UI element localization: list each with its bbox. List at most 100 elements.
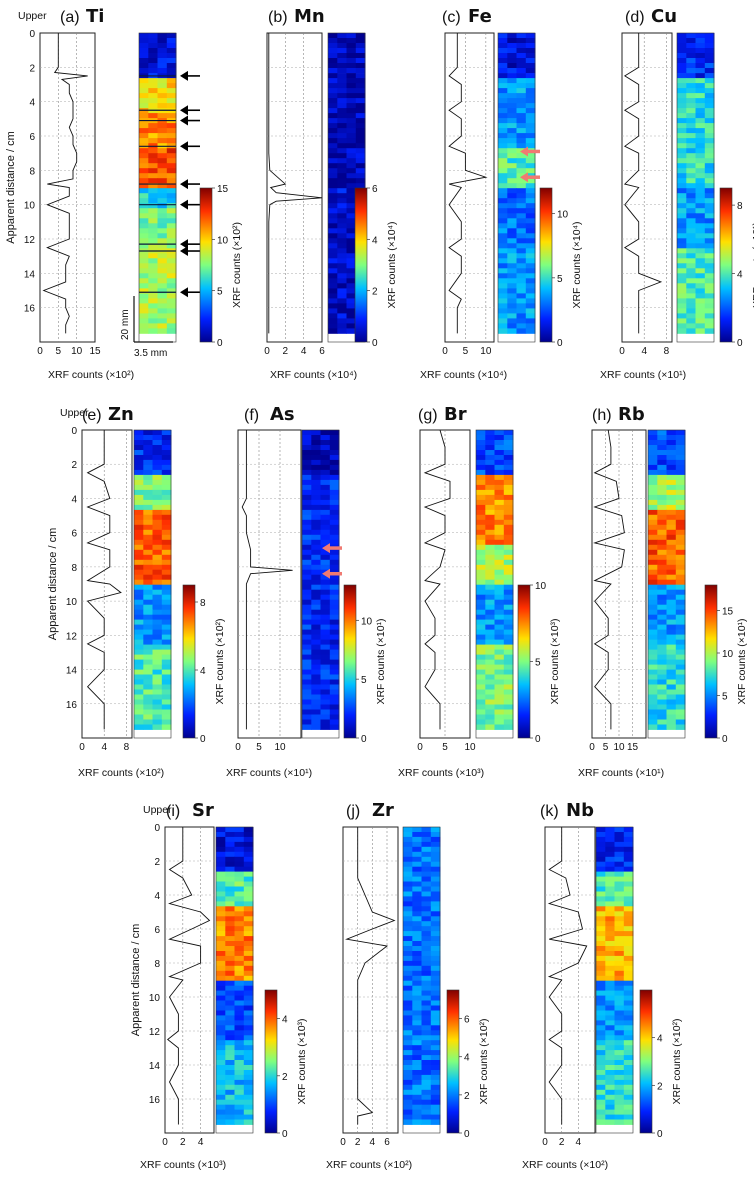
map-cell <box>704 48 715 54</box>
map-cell <box>143 445 153 451</box>
map-cell <box>657 689 667 695</box>
map-cell <box>225 946 235 952</box>
map-cell <box>430 1045 441 1051</box>
map-cell <box>302 679 312 685</box>
map-cell <box>704 108 715 114</box>
map-cell <box>503 609 514 616</box>
map-cell <box>337 208 347 214</box>
map-cell <box>337 98 347 104</box>
map-cell <box>412 832 422 838</box>
map-cell <box>139 233 149 239</box>
map-cell <box>412 896 422 902</box>
map-cell <box>657 659 667 665</box>
map-cell <box>677 313 687 319</box>
map-cell <box>243 1015 254 1021</box>
map-cell <box>686 278 696 284</box>
map-cell <box>485 509 495 516</box>
map-cell <box>148 148 158 154</box>
map-cell <box>216 1045 226 1051</box>
map-cell <box>161 479 172 486</box>
map-cell <box>614 827 625 833</box>
map-cell <box>623 965 634 972</box>
map-cell <box>677 103 687 109</box>
map-cell <box>152 430 163 436</box>
map-cell <box>686 213 696 219</box>
map-cell <box>648 644 658 650</box>
map-cell <box>494 664 505 670</box>
map-cell <box>234 1114 245 1120</box>
map-cell <box>143 719 153 725</box>
map-cell <box>704 213 715 219</box>
map-cell <box>216 1114 226 1120</box>
x-tick-label: 5 <box>603 742 609 753</box>
map-cell <box>507 88 517 94</box>
map-cell <box>430 931 441 937</box>
map-cell <box>503 464 514 471</box>
map-cell <box>704 43 715 49</box>
map-cell <box>666 714 677 720</box>
scale-bar: 20 mm3.5 mm <box>120 296 173 359</box>
map-cell <box>476 694 486 700</box>
map-cell <box>148 273 158 279</box>
map-cell <box>166 53 177 59</box>
y-tick-label: 6 <box>71 529 77 540</box>
map-cell <box>494 709 505 715</box>
map-cell <box>686 63 696 69</box>
map-cell <box>243 985 254 992</box>
map-cell <box>476 564 486 571</box>
map-cell <box>157 158 168 164</box>
map-cell <box>494 634 505 640</box>
map-cell <box>485 609 495 616</box>
map-cell <box>302 564 312 571</box>
map-cell <box>403 1040 413 1046</box>
y-tick-label: 16 <box>24 304 36 315</box>
map-cell <box>166 218 177 224</box>
map-cell <box>346 308 357 314</box>
map-cell <box>494 455 505 461</box>
map-cell <box>666 649 677 655</box>
map-cell <box>421 931 432 937</box>
map-cell <box>686 313 696 319</box>
map-cell <box>320 549 331 556</box>
map-cell <box>686 48 696 54</box>
map-cell <box>476 644 486 650</box>
map-cell <box>328 63 338 69</box>
map-cell <box>161 684 172 690</box>
map-cell <box>596 901 606 907</box>
map-cell <box>657 534 667 541</box>
map-cell <box>623 841 634 848</box>
map-cell <box>421 891 432 897</box>
map-cell <box>161 514 172 521</box>
map-cell <box>494 450 505 456</box>
map-cell <box>516 248 527 254</box>
map-cell <box>516 68 527 74</box>
map-cell <box>605 906 615 912</box>
map-cell <box>516 268 527 274</box>
map-cell <box>311 579 321 586</box>
map-cell <box>225 871 235 877</box>
map-cell <box>695 158 706 164</box>
map-cell <box>675 474 686 481</box>
map-cell <box>166 278 177 284</box>
map-cell <box>648 724 658 730</box>
map-cell <box>605 941 615 947</box>
map-cell <box>320 455 331 461</box>
map-cell <box>704 308 715 314</box>
map-cell <box>403 965 413 972</box>
map-cell <box>666 634 677 640</box>
map-cell <box>166 128 177 134</box>
colorbar-tick-label: 4 <box>737 270 743 281</box>
map-cell <box>337 213 347 219</box>
map-cell <box>329 654 340 660</box>
map-cell <box>516 313 527 319</box>
map-cell <box>302 440 312 446</box>
marker-arrow-head <box>180 199 188 210</box>
map-cell <box>525 88 536 94</box>
map-cell <box>412 1050 422 1056</box>
map-cell <box>704 73 715 79</box>
map-cell <box>695 153 706 159</box>
map-cell <box>412 1055 422 1061</box>
map-cell <box>596 896 606 902</box>
map-cell <box>485 624 495 630</box>
